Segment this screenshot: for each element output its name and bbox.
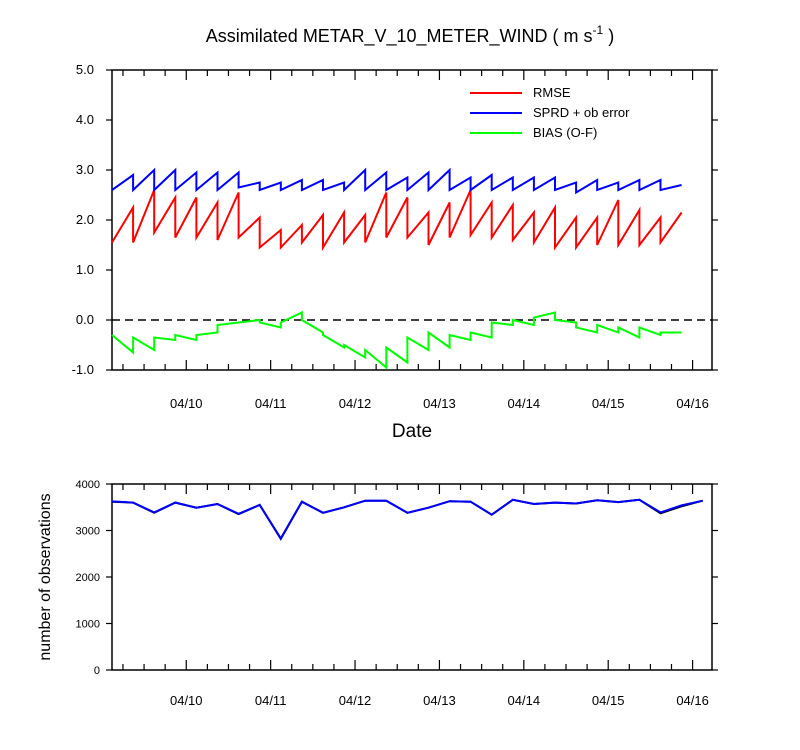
legend-label: BIAS (O-F) (533, 125, 597, 140)
x-tick-label: 04/13 (423, 396, 456, 411)
chart-title: Assimilated METAR_V_10_METER_WIND ( m s-… (206, 23, 614, 47)
y-tick-label: 1000 (76, 619, 100, 631)
y-axis-label-observations: number of observations (37, 493, 54, 660)
y-tick-label: 1.0 (76, 262, 94, 277)
chart-title-main: Assimilated METAR_V_10_METER_WIND ( m s (206, 26, 593, 47)
x-tick-label: 04/14 (508, 396, 541, 411)
x-tick-label: 04/15 (592, 693, 625, 708)
x-tick-label: 04/11 (255, 693, 287, 708)
series-line-rmse (111, 189, 683, 252)
x-tick-label: 04/10 (170, 693, 203, 708)
x-axis-label: Date (392, 421, 432, 442)
x-tick-label: 04/16 (676, 693, 709, 708)
y-tick-label: 2.0 (76, 212, 94, 227)
y-tick-label: 5.0 (76, 62, 94, 77)
chart-title-superscript: -1 (593, 23, 604, 37)
series-line-sprd-ob-error (111, 167, 682, 195)
y-tick-label: 0.0 (76, 312, 94, 327)
y-tick-label: 4000 (76, 479, 100, 491)
chart-title-end: ) (603, 26, 614, 46)
x-tick-label: 04/15 (592, 396, 625, 411)
bottom-panel: 04/10 04/11 04/12 04/13 04/14 04/15 04/16 4000 3… (76, 479, 718, 708)
legend-label: SPRD + ob error (533, 105, 630, 120)
x-tick-label: 04/11 (255, 396, 287, 411)
top-panel: 04/10 04/11 04/12 04/13 04/14 04/15 04/16 5.0 4.… (72, 62, 718, 411)
x-tick-label: 04/10 (170, 396, 203, 411)
x-tick-label: 04/12 (339, 693, 372, 708)
series-line-series-1 (111, 498, 703, 541)
y-tick-label: 4.0 (76, 112, 94, 127)
series-line-series-0 (111, 498, 703, 541)
x-tick-label: 04/16 (676, 396, 709, 411)
x-tick-label: 04/12 (339, 396, 372, 411)
legend-label: RMSE (533, 85, 571, 100)
y-tick-label: -1.0 (72, 362, 94, 377)
y-tick-label: 0 (94, 665, 100, 677)
y-tick-label: 3000 (76, 526, 100, 538)
x-tick-label: 04/14 (508, 693, 541, 708)
series-line-bias-o-f (111, 310, 682, 370)
x-tick-label: 04/13 (423, 693, 456, 708)
y-tick-label: 2000 (76, 572, 100, 584)
y-tick-label: 3.0 (76, 162, 94, 177)
